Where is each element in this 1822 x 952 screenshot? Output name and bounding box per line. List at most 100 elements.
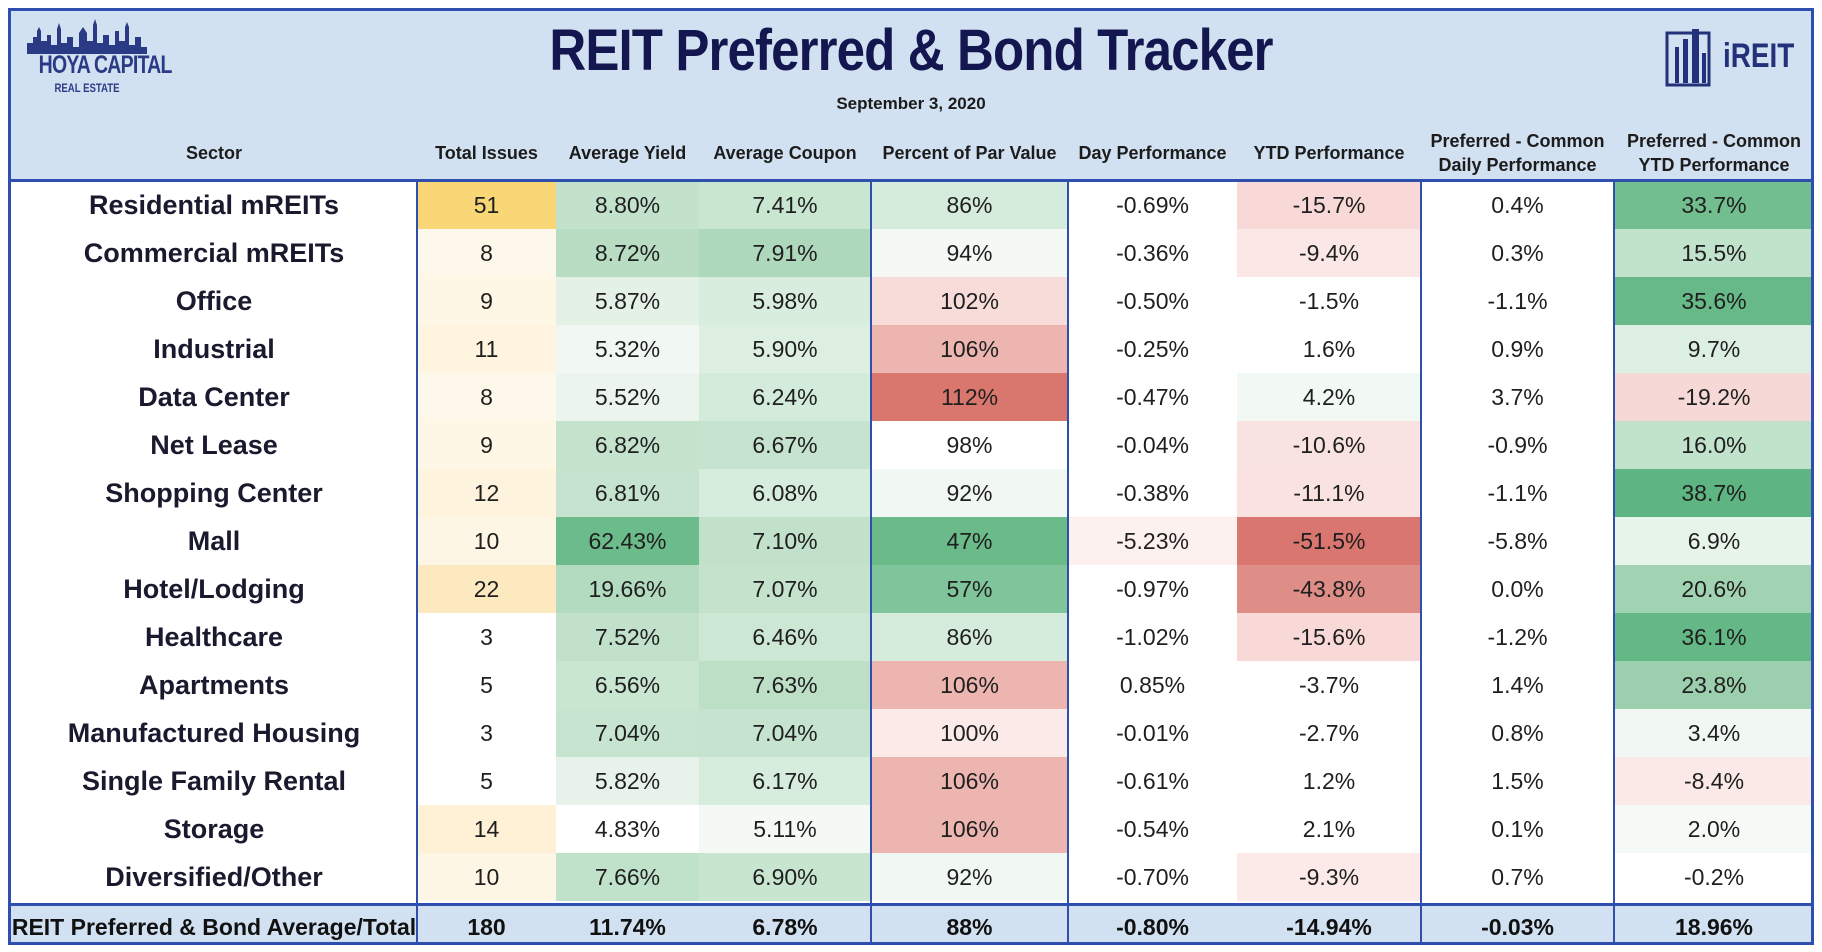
cell-ytd-performance: -9.4% [1237, 229, 1421, 277]
cell-ytd-performance: -51.5% [1237, 517, 1421, 565]
sector-label: Commercial mREITs [83, 237, 345, 268]
cell-ytd-performance: 1.6% [1237, 325, 1421, 373]
cell-total-issues: 12 [417, 469, 556, 517]
cell-total-issues: 9 [417, 277, 556, 325]
cell-total-issues: 3 [417, 709, 556, 757]
cell-average-yield: 62.43% [556, 517, 699, 565]
cell-day-performance: -0.69% [1068, 181, 1237, 229]
cell-average-yield: 19.66% [556, 565, 699, 613]
cell-total-issues: 10 [417, 517, 556, 565]
cell-average-coupon: 5.90% [699, 325, 871, 373]
sector-label: Manufactured Housing [67, 717, 361, 748]
column-divider [1613, 181, 1615, 942]
sector-label: Data Center [138, 381, 290, 412]
column-header-pref-common-ytd: Preferred - Common YTD Performance [1626, 131, 1802, 175]
cell-pref-common-ytd: 33.7% [1614, 181, 1811, 229]
sector-label: Hotel/Lodging [123, 573, 305, 604]
total-total-issues: 180 [467, 913, 506, 940]
cell-ytd-performance: -43.8% [1237, 565, 1421, 613]
cell-day-performance: -0.04% [1068, 421, 1237, 469]
cell-pref-common-daily: 0.0% [1421, 565, 1614, 613]
table-row: Apartments 5 6.56% 7.63% 106% 0.85% -3.7% 1.4% 2… [11, 661, 1811, 709]
tracker-table: HOYA CAPITAL REAL ESTATE REIT Preferred … [8, 8, 1814, 945]
ireit-brand-text: iREIT [1723, 37, 1795, 75]
cell-average-coupon: 7.04% [699, 709, 871, 757]
cell-total-issues: 51 [417, 181, 556, 229]
cell-day-performance: -0.61% [1068, 757, 1237, 805]
sector-label: Industrial [153, 333, 275, 364]
cell-ytd-performance: -1.5% [1237, 277, 1421, 325]
cell-average-yield: 7.52% [556, 613, 699, 661]
cell-average-yield: 4.83% [556, 805, 699, 853]
cell-pref-common-daily: 0.9% [1421, 325, 1614, 373]
table-row: Manufactured Housing 3 7.04% 7.04% 100% -0.01… [11, 709, 1811, 757]
cell-day-performance: -0.97% [1068, 565, 1237, 613]
table-row: Mall 10 62.43% 7.10% 47% -5.23% -51.5% -5.8% 6.9… [11, 517, 1811, 565]
report-date: September 3, 2020 [836, 94, 986, 113]
cell-average-coupon: 6.08% [699, 469, 871, 517]
cell-percent-of-par: 92% [871, 469, 1068, 517]
column-divider [1420, 181, 1422, 942]
cell-total-issues: 11 [417, 325, 556, 373]
column-header-pref-common-daily: Preferred - Common Daily Performance [1430, 131, 1605, 175]
table-row: Shopping Center 12 6.81% 6.08% 92% -0.38% -11.… [11, 469, 1811, 517]
total-pref-common-ytd: 18.96% [1674, 913, 1753, 940]
cell-pref-common-ytd: 6.9% [1614, 517, 1811, 565]
cell-ytd-performance: 4.2% [1237, 373, 1421, 421]
cell-average-yield: 6.56% [556, 661, 699, 709]
cell-pref-common-daily: 3.7% [1421, 373, 1614, 421]
cell-pref-common-ytd: -0.2% [1614, 853, 1811, 901]
cell-total-issues: 5 [417, 661, 556, 709]
cell-day-performance: -0.38% [1068, 469, 1237, 517]
ireit-logo: iREIT [1665, 27, 1795, 91]
column-header-total-issues: Total Issues [435, 143, 538, 163]
sector-label: Storage [163, 813, 265, 844]
sector-label: Mall [187, 525, 241, 556]
cell-ytd-performance: -2.7% [1237, 709, 1421, 757]
page-title: REIT Preferred & Bond Tracker [549, 18, 1273, 83]
cell-day-performance: -0.70% [1068, 853, 1237, 901]
cell-pref-common-daily: -1.1% [1421, 277, 1614, 325]
cell-pref-common-ytd: 2.0% [1614, 805, 1811, 853]
cell-pref-common-daily: 0.7% [1421, 853, 1614, 901]
sector-label: Shopping Center [105, 477, 323, 508]
cell-pref-common-daily: -0.9% [1421, 421, 1614, 469]
cell-average-yield: 5.82% [556, 757, 699, 805]
cell-day-performance: -0.47% [1068, 373, 1237, 421]
cell-pref-common-ytd: 35.6% [1614, 277, 1811, 325]
cell-average-coupon: 7.63% [699, 661, 871, 709]
sector-label: Healthcare [144, 621, 284, 652]
column-header-sector: Sector [185, 143, 243, 163]
table-row: Healthcare 3 7.52% 6.46% 86% -1.02% -15.6% -1.2… [11, 613, 1811, 661]
table-row: Commercial mREITs 8 8.72% 7.91% 94% -0.36% -9.… [11, 229, 1811, 277]
column-header-average-coupon: Average Coupon [713, 143, 857, 163]
cell-average-yield: 8.80% [556, 181, 699, 229]
cell-percent-of-par: 106% [871, 805, 1068, 853]
cell-pref-common-daily: 0.1% [1421, 805, 1614, 853]
cell-ytd-performance: 1.2% [1237, 757, 1421, 805]
cell-pref-common-ytd: 23.8% [1614, 661, 1811, 709]
sector-label: Single Family Rental [81, 765, 347, 796]
cell-day-performance: -0.25% [1068, 325, 1237, 373]
cell-average-yield: 6.81% [556, 469, 699, 517]
cell-pref-common-ytd: 20.6% [1614, 565, 1811, 613]
cell-average-coupon: 6.17% [699, 757, 871, 805]
cell-total-issues: 8 [417, 373, 556, 421]
cell-percent-of-par: 86% [871, 613, 1068, 661]
cell-percent-of-par: 57% [871, 565, 1068, 613]
table-row: Net Lease 9 6.82% 6.67% 98% -0.04% -10.6% -0.9%… [11, 421, 1811, 469]
cell-total-issues: 8 [417, 229, 556, 277]
cell-percent-of-par: 106% [871, 661, 1068, 709]
column-divider [416, 181, 418, 942]
cell-total-issues: 9 [417, 421, 556, 469]
cell-day-performance: -0.54% [1068, 805, 1237, 853]
cell-pref-common-daily: -1.2% [1421, 613, 1614, 661]
cell-day-performance: -0.36% [1068, 229, 1237, 277]
cell-percent-of-par: 112% [871, 373, 1068, 421]
cell-ytd-performance: -3.7% [1237, 661, 1421, 709]
cell-pref-common-ytd: -8.4% [1614, 757, 1811, 805]
cell-pref-common-ytd: 16.0% [1614, 421, 1811, 469]
column-header-ytd-performance: YTD Performance [1253, 143, 1405, 163]
sector-label: Net Lease [150, 429, 278, 460]
cell-average-coupon: 6.90% [699, 853, 871, 901]
